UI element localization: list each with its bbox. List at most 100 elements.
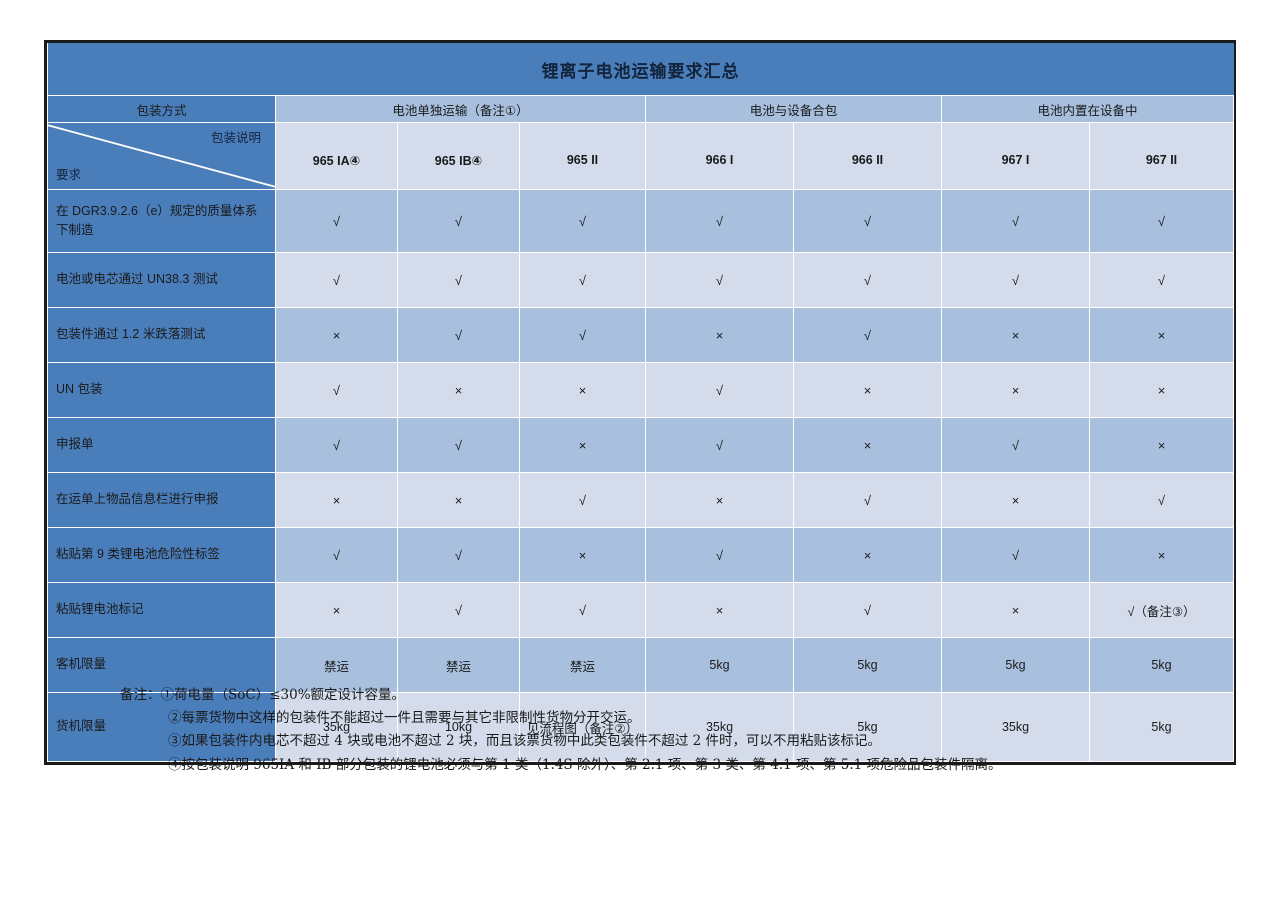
- table-row: 粘贴锂电池标记 × √ √ × √ × √（备注③）: [47, 582, 1234, 638]
- cell-r7-c5: ×: [793, 527, 942, 583]
- cell-r1-c4: √: [645, 189, 794, 253]
- cell-r4-c6: ×: [941, 362, 1090, 418]
- cell-r2-c6: √: [941, 252, 1090, 308]
- cell-r6-c6: ×: [941, 472, 1090, 528]
- packing-mode-label: 包装方式: [47, 95, 276, 123]
- footnotes-block: 备注：①荷电量（SoC）≤30%额定设计容量。 ②每票货物中这样的包装件不能超过…: [120, 684, 1220, 777]
- cell-r6-c7: √: [1089, 472, 1234, 528]
- cell-r8-c2: √: [397, 582, 520, 638]
- check-icon: √: [1157, 213, 1166, 229]
- check-icon: √: [454, 272, 463, 288]
- check-icon: √: [332, 547, 341, 563]
- cell-r3-c5: √: [793, 307, 942, 363]
- cell-value: 5kg: [1151, 720, 1172, 734]
- cell-r6-c3: √: [519, 472, 646, 528]
- table-row: 申报单 √ √ × √ × √ ×: [47, 417, 1234, 473]
- cell-r9-c6: 5kg: [941, 637, 1090, 693]
- cell-value: 5kg: [1151, 658, 1172, 672]
- cell-r4-c1: √: [275, 362, 398, 418]
- cell-r9-c3: 禁运: [519, 637, 646, 693]
- check-icon: √: [863, 602, 872, 618]
- diagonal-corner-cell: 包装说明 要求: [47, 122, 276, 190]
- check-icon: √: [715, 213, 724, 229]
- cell-r10-c3: 见流程图（备注②）: [519, 692, 646, 762]
- check-icon: √: [1011, 213, 1020, 229]
- check-icon: √: [578, 492, 587, 508]
- cell-r8-c7: √（备注③）: [1089, 582, 1234, 638]
- footnote-row-3: ③如果包装件内电芯不超过 4 块或电池不超过 2 块，而且该票货物中此类包装件不…: [120, 730, 1220, 753]
- column-group-header-3: 电池内置在设备中: [941, 95, 1234, 123]
- cell-r1-c2: √: [397, 189, 520, 253]
- cross-icon: ×: [578, 437, 587, 453]
- requirements-table-container: 锂离子电池运输要求汇总 包装方式 电池单独运输（备注①） 电池与设备合包 电池内置在设备…: [44, 40, 1236, 765]
- cell-r4-c3: ×: [519, 362, 646, 418]
- cell-r2-c7: √: [1089, 252, 1234, 308]
- cell-r5-c4: √: [645, 417, 794, 473]
- cell-r4-c4: √: [645, 362, 794, 418]
- cell-r2-c5: √: [793, 252, 942, 308]
- column-axis-label: 包装说明: [210, 131, 261, 145]
- check-icon: √: [578, 272, 587, 288]
- cross-icon: ×: [1011, 327, 1020, 343]
- cell-value: 见流程图: [526, 721, 577, 736]
- check-icon: √: [715, 382, 724, 398]
- cross-icon: ×: [1157, 547, 1166, 563]
- cell-value: 5kg: [709, 658, 730, 672]
- cell-r1-c6: √: [941, 189, 1090, 253]
- check-icon: √: [332, 213, 341, 229]
- cell-r8-c5: √: [793, 582, 942, 638]
- cross-icon: ×: [1157, 437, 1166, 453]
- cell-r5-c6: √: [941, 417, 1090, 473]
- requirement-label-4: UN 包装: [47, 362, 276, 418]
- check-icon: √: [863, 492, 872, 508]
- cell-r5-c7: ×: [1089, 417, 1234, 473]
- cell-r8-c4: ×: [645, 582, 794, 638]
- check-icon: √: [863, 272, 872, 288]
- cell-r3-c3: √: [519, 307, 646, 363]
- requirement-label-3: 包装件通过 1.2 米跌落测试: [47, 307, 276, 363]
- footnote-item-1: ①荷电量（SoC）≤30%额定设计容量。: [160, 687, 406, 703]
- cell-r2-c2: √: [397, 252, 520, 308]
- cell-r4-c2: ×: [397, 362, 520, 418]
- check-icon: √: [1157, 492, 1166, 508]
- table-row: 货机限量 35kg 10kg 见流程图（备注②） 35kg 5kg 35kg 5kg: [47, 692, 1234, 762]
- column-header-4: 966 I: [645, 122, 794, 190]
- footnote-item-2: ②每票货物中这样的包装件不能超过一件且需要与其它非限制性货物分开交运。: [168, 710, 641, 727]
- cell-r9-c5: 5kg: [793, 637, 942, 693]
- requirement-label-6: 在运单上物品信息栏进行申报: [47, 472, 276, 528]
- footnotes-label: 备注：: [120, 687, 161, 703]
- cross-icon: ×: [715, 492, 724, 508]
- column-header-2: 965 IB④: [397, 122, 520, 190]
- check-icon: √: [454, 213, 463, 229]
- table-row: 粘贴第 9 类锂电池危险性标签 √ √ × √ × √ ×: [47, 527, 1234, 583]
- cell-r5-c3: ×: [519, 417, 646, 473]
- cell-r3-c6: ×: [941, 307, 1090, 363]
- cell-r5-c2: √: [397, 417, 520, 473]
- column-header-6: 967 I: [941, 122, 1090, 190]
- cross-icon: ×: [715, 602, 724, 618]
- cross-icon: ×: [332, 327, 341, 343]
- column-header-row: 包装说明 要求 965 IA④ 965 IB④ 965 II 966 I 966 II 967…: [47, 122, 1234, 190]
- requirement-label-8: 粘贴锂电池标记: [47, 582, 276, 638]
- check-icon: √: [454, 327, 463, 343]
- cell-r5-c1: √: [275, 417, 398, 473]
- cell-r8-c3: √: [519, 582, 646, 638]
- cell-r4-c5: ×: [793, 362, 942, 418]
- check-icon: √: [863, 213, 872, 229]
- cell-r7-c2: √: [397, 527, 520, 583]
- check-icon: √: [715, 437, 724, 453]
- cell-r6-c1: ×: [275, 472, 398, 528]
- cell-r8-c1: ×: [275, 582, 398, 638]
- check-icon: √: [454, 602, 463, 618]
- cell-r7-c1: √: [275, 527, 398, 583]
- cell-value: 35kg: [705, 720, 734, 734]
- cross-icon: ×: [1011, 492, 1020, 508]
- column-group-header-1: 电池单独运输（备注①）: [275, 95, 646, 123]
- check-icon: √: [578, 602, 587, 618]
- check-icon: √: [715, 547, 724, 563]
- check-icon: √: [332, 437, 341, 453]
- requirement-label-10: 货机限量: [47, 692, 276, 762]
- cell-value: 35kg: [322, 720, 351, 734]
- cell-value: 禁运: [323, 659, 349, 674]
